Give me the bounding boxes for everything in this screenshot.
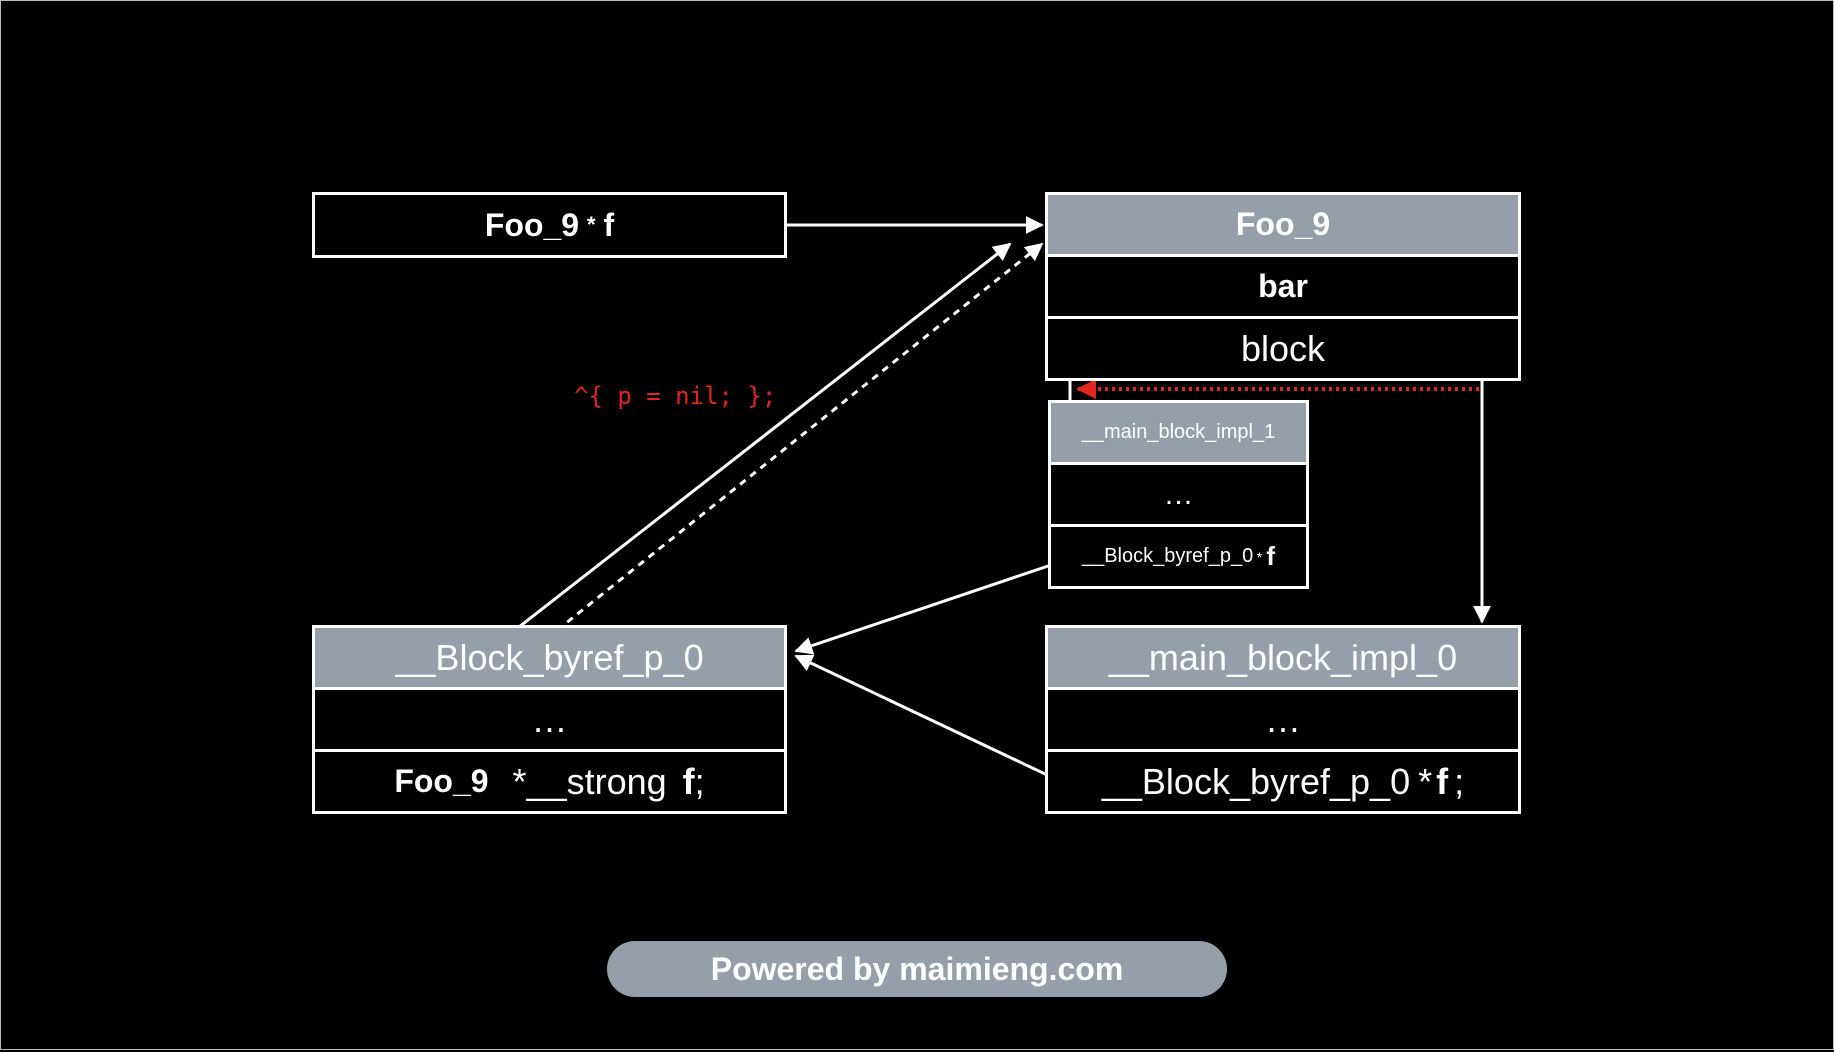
main-block-impl-1-box: __main_block_impl_1 … __Block_byref_p_0 … xyxy=(1048,400,1309,589)
impl1-header: __main_block_impl_1 xyxy=(1051,403,1306,462)
pointer-name: f xyxy=(603,206,615,243)
impl0-field-type: __Block_byref_p_0 xyxy=(1101,760,1411,802)
main-block-impl-0-box: __main_block_impl_0 … __Block_byref_p_0 … xyxy=(1045,625,1521,814)
byref-ellipsis: … xyxy=(315,687,784,749)
byref-field-semicolon: ; xyxy=(694,760,705,802)
pointer-variable-box: Foo_9 * f xyxy=(312,192,787,258)
byref-header: __Block_byref_p_0 xyxy=(315,628,784,687)
impl1-field-type: __Block_byref_p_0 xyxy=(1081,545,1254,567)
byref-field-qualifier: *__strong xyxy=(512,760,667,802)
impl1-field: __Block_byref_p_0 * f xyxy=(1051,524,1306,586)
impl0-field-name: f xyxy=(1436,760,1449,802)
impl0-field-semicolon: ; xyxy=(1454,760,1465,802)
byref-field-name: f xyxy=(682,760,695,802)
impl1-field-star: * xyxy=(1256,548,1263,565)
impl1-field-name: f xyxy=(1266,541,1276,571)
impl0-header: __main_block_impl_0 xyxy=(1048,628,1518,687)
block-byref-box: __Block_byref_p_0 … Foo_9 *__strong f ; xyxy=(312,625,787,814)
powered-by-badge: Powered by maimieng.com xyxy=(607,941,1227,997)
foo9-field-bar: bar xyxy=(1048,254,1518,316)
impl0-field-star: * xyxy=(1418,760,1433,802)
impl0-field: __Block_byref_p_0 * f ; xyxy=(1048,749,1518,811)
pointer-type: Foo_9 xyxy=(484,206,580,243)
block-code-label: ^{ p = nil; }; xyxy=(574,382,777,410)
byref-field-type: Foo_9 xyxy=(394,763,489,799)
pointer-star: * xyxy=(586,212,596,237)
foo9-object-box: Foo_9 bar block xyxy=(1045,192,1521,381)
byref-field: Foo_9 *__strong f ; xyxy=(315,749,784,811)
impl0-ellipsis: … xyxy=(1048,687,1518,749)
foo9-header: Foo_9 xyxy=(1048,195,1518,254)
foo9-field-block: block xyxy=(1048,316,1518,378)
impl1-ellipsis: … xyxy=(1051,462,1306,524)
